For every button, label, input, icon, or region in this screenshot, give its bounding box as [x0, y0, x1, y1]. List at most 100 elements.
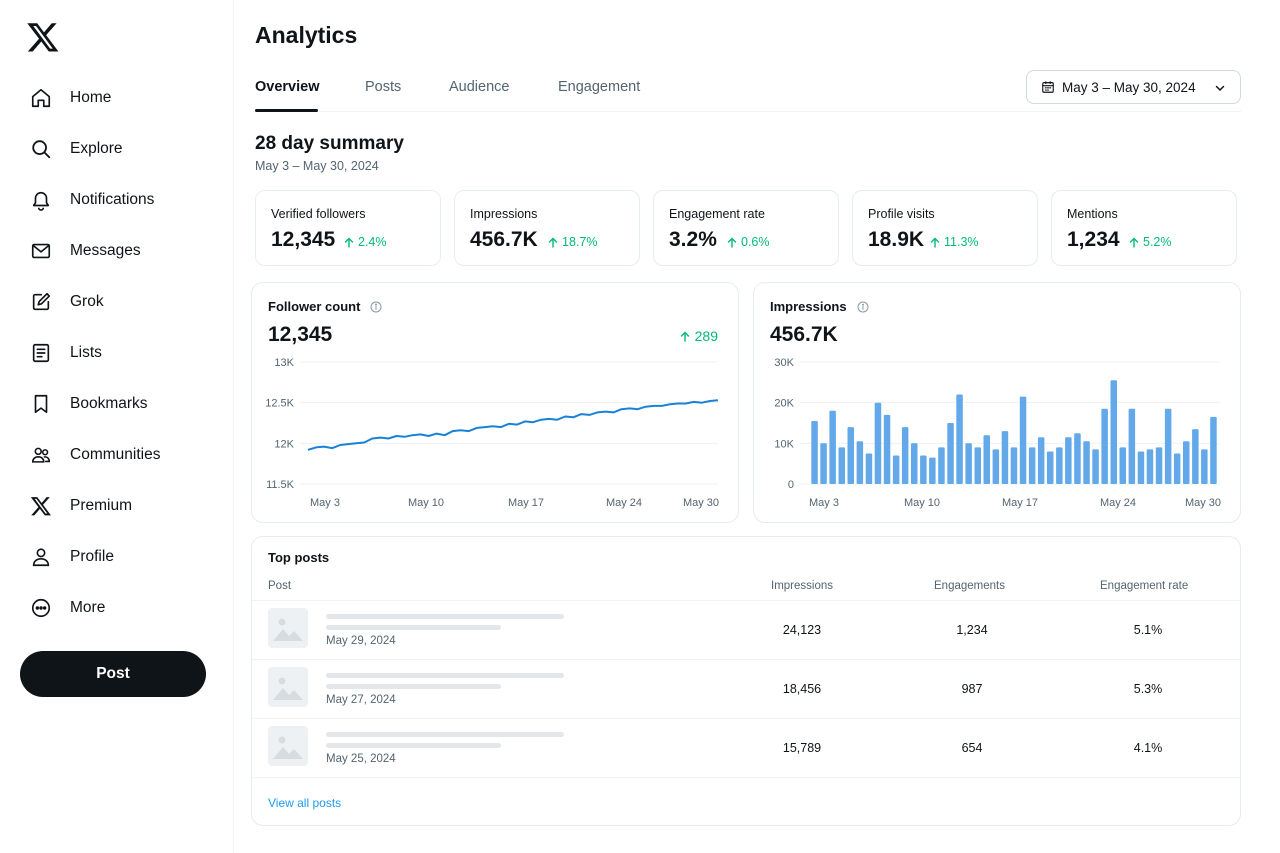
panel-value: 12,345	[268, 323, 333, 346]
view-all-posts-link[interactable]: View all posts	[268, 796, 342, 810]
sidebar-item-communities[interactable]: Communities	[0, 430, 234, 481]
card-value: 18.9K	[868, 228, 925, 251]
card-label: Engagement rate	[669, 207, 765, 221]
envelope-icon	[29, 239, 53, 263]
panel-title-text: Impressions	[770, 299, 847, 314]
tab-overview[interactable]: Overview	[255, 79, 320, 95]
sidebar-item-bookmarks[interactable]: Bookmarks	[0, 379, 234, 430]
impressions-bar	[1010, 447, 1018, 484]
x-logo[interactable]	[26, 20, 60, 54]
sidebar-item-label: Premium	[70, 497, 133, 515]
card-delta: 0.6%	[727, 235, 770, 249]
info-icon[interactable]	[370, 301, 382, 313]
post-thumbnail	[268, 726, 308, 766]
impressions-bar	[1037, 437, 1045, 484]
tab-posts[interactable]: Posts	[365, 79, 402, 95]
image-placeholder-icon	[273, 736, 303, 759]
card-label: Mentions	[1067, 207, 1118, 221]
impressions-bar	[820, 443, 827, 484]
follower-line-chart: 13K 12.5K 12K 11.5K May 3 May 10 May 17 May 24 M…	[265, 357, 719, 509]
card-value: 12,345	[271, 228, 336, 251]
follower-y-tick-label: 12.5K	[265, 398, 294, 410]
column-header-impressions: Impressions	[771, 580, 833, 592]
post-text-placeholder	[326, 743, 501, 748]
sidebar-item-home[interactable]: Home	[0, 72, 234, 123]
cell-engagement-rate: 5.1%	[1133, 623, 1163, 637]
post-text-placeholder	[326, 684, 501, 689]
sidebar-item-messages[interactable]: Messages	[0, 225, 234, 276]
table-row[interactable]: May 25, 2024 15,789 654 4.1%	[252, 719, 1240, 778]
arrow-up-icon	[680, 331, 689, 342]
sidebar-item-grok[interactable]: Grok	[0, 276, 234, 327]
stat-card-engagement-rate: Engagement rate 3.2% 0.6%	[653, 190, 839, 266]
impressions-bar	[1101, 408, 1108, 484]
post-text-placeholder	[326, 673, 564, 678]
post-button[interactable]: Post	[20, 651, 206, 697]
impressions-bar	[1056, 447, 1063, 484]
image-placeholder-icon	[273, 677, 303, 700]
sidebar-item-lists[interactable]: Lists	[0, 327, 234, 378]
stat-card-verified-followers: Verified followers 12,345 2.4%	[255, 190, 441, 266]
column-header-post: Post	[268, 580, 292, 592]
home-icon	[29, 86, 53, 110]
card-value: 3.2%	[669, 228, 717, 251]
stat-card-profile-visits: Profile visits 18.9K 11.3%	[852, 190, 1038, 266]
image-placeholder-icon	[273, 618, 303, 641]
person-icon	[29, 545, 53, 569]
impressions-bar	[856, 441, 864, 484]
card-delta: 18.7%	[548, 235, 597, 249]
panel-value: 456.7K	[770, 323, 838, 346]
follower-series-line	[307, 399, 719, 451]
impressions-bar	[983, 435, 990, 484]
follower-count-panel: Follower count 12,345 289 13K 12.5K 12K 11.…	[251, 282, 739, 523]
sidebar: Home Explore Notifications Messages Grok	[0, 0, 234, 853]
more-icon	[29, 596, 53, 620]
post-thumbnail	[268, 667, 308, 707]
page-title: Analytics	[255, 22, 358, 48]
sidebar-item-label: Communities	[70, 446, 161, 464]
tab-audience[interactable]: Audience	[449, 79, 510, 95]
sidebar-item-more[interactable]: More	[0, 583, 234, 634]
info-icon[interactable]	[857, 301, 869, 313]
sidebar-item-label: Bookmarks	[70, 395, 148, 413]
post-thumbnail	[268, 608, 308, 648]
impressions-bar	[892, 455, 900, 484]
sidebar-item-profile[interactable]: Profile	[0, 532, 234, 583]
impressions-bar	[911, 443, 918, 484]
tab-engagement[interactable]: Engagement	[558, 79, 641, 95]
impressions-bar	[1146, 449, 1154, 484]
calendar-icon	[1042, 81, 1054, 93]
impressions-x-tick-label: May 24	[1100, 497, 1136, 509]
table-row[interactable]: May 29, 2024 24,123 1,234 5.1%	[252, 601, 1240, 660]
card-label: Impressions	[470, 207, 538, 221]
card-delta: 2.4%	[344, 235, 387, 249]
sidebar-item-explore[interactable]: Explore	[0, 123, 234, 174]
cell-impressions: 18,456	[782, 682, 822, 696]
impressions-panel: Impressions 456.7K 30K 20K 10K 0 May 3 May 10…	[753, 282, 1241, 523]
date-range-picker[interactable]: May 3 – May 30, 2024	[1026, 70, 1241, 104]
sidebar-item-label: Profile	[70, 548, 114, 566]
impressions-bar	[847, 427, 854, 484]
impressions-bar	[1201, 449, 1208, 484]
sidebar-item-label: Notifications	[70, 190, 155, 208]
sidebar-item-premium[interactable]: Premium	[0, 481, 234, 532]
impressions-bar	[1019, 396, 1027, 484]
stat-card-mentions: Mentions 1,234 5.2%	[1051, 190, 1237, 266]
impressions-bar	[956, 394, 963, 484]
sidebar-item-notifications[interactable]: Notifications	[0, 174, 234, 225]
cell-engagements: 987	[961, 682, 983, 696]
card-label: Profile visits	[868, 207, 935, 221]
impressions-bar	[920, 455, 927, 484]
main-content: Analytics Overview Posts Audience Engage…	[234, 0, 1280, 853]
sidebar-item-label: Explore	[70, 139, 123, 157]
impressions-bar	[865, 453, 873, 484]
impressions-y-tick-label: 10K	[774, 438, 794, 450]
sidebar-item-label: Lists	[70, 344, 102, 362]
impressions-bar	[1192, 429, 1199, 484]
post-date: May 25, 2024	[326, 753, 396, 765]
post-date: May 29, 2024	[326, 635, 396, 647]
follower-x-tick-label: May 3	[310, 497, 340, 509]
follower-x-tick-label: May 30	[683, 497, 719, 509]
table-row[interactable]: May 27, 2024 18,456 987 5.3%	[252, 660, 1240, 719]
cell-engagement-rate: 5.3%	[1133, 682, 1163, 696]
